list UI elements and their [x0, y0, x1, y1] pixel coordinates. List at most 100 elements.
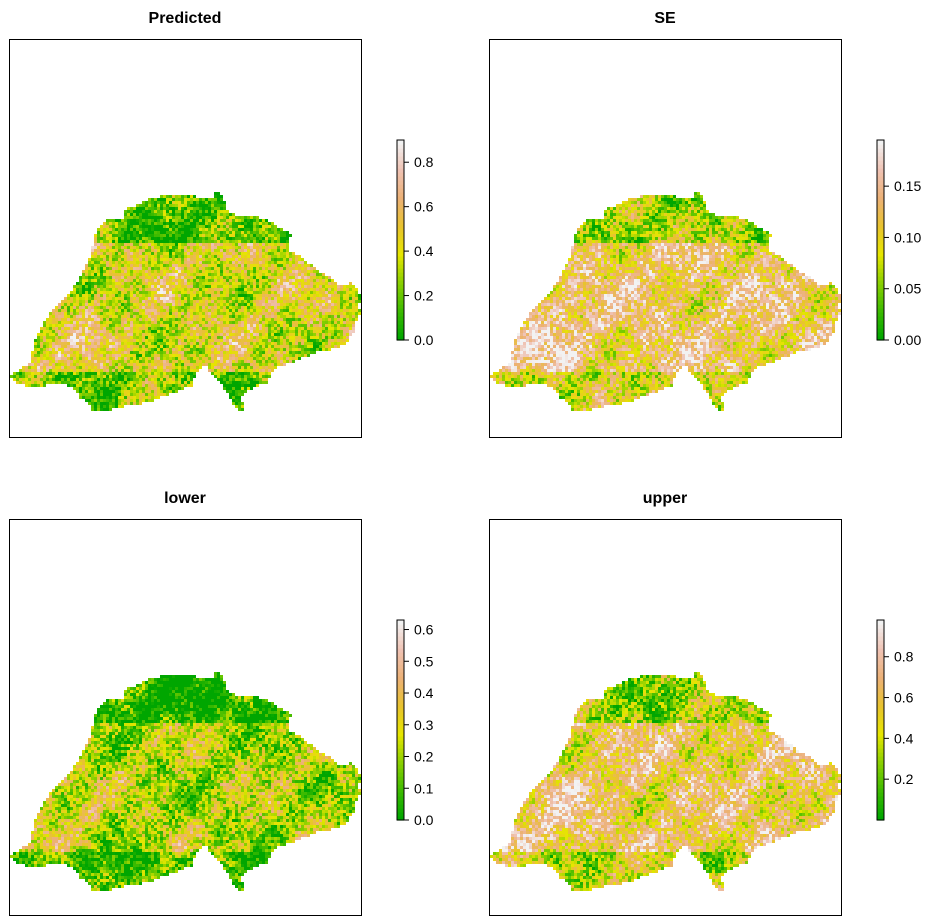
legend-color-step	[397, 716, 404, 721]
legend-color-step	[397, 176, 404, 181]
legend-se: 0.00 0.05 0.10 0.15	[876, 139, 936, 350]
legend-color-step	[397, 668, 404, 673]
legend-color-step	[877, 696, 884, 701]
legend-color-step	[877, 280, 884, 285]
panel-title-se: SE	[605, 10, 725, 28]
legend-color-step	[397, 652, 404, 657]
legend-color-step	[397, 192, 404, 197]
legend-color-step	[877, 732, 884, 737]
legend-tick-label: 0.2	[414, 288, 434, 304]
legend-color-step	[877, 688, 884, 693]
legend-color-step	[397, 764, 404, 769]
legend-color-step	[877, 632, 884, 637]
legend-color-step	[397, 732, 404, 737]
switzerland-map-se	[490, 192, 841, 411]
legend-color-step	[397, 268, 404, 273]
legend-color-step	[877, 764, 884, 769]
legend-color-step	[397, 300, 404, 305]
legend-color-step	[877, 276, 884, 281]
legend-color-step	[877, 728, 884, 733]
legend-color-step	[877, 312, 884, 317]
legend-color-step	[397, 148, 404, 153]
legend-color-step	[877, 208, 884, 213]
legend-color-step	[877, 708, 884, 713]
legend-color-step	[397, 172, 404, 177]
legend-color-step	[397, 280, 404, 285]
legend-color-step	[397, 736, 404, 741]
legend-color-step	[877, 308, 884, 313]
legend-color-step	[397, 792, 404, 797]
legend-color-step	[397, 232, 404, 237]
legend-color-step	[397, 688, 404, 693]
legend-tick-label: 0.8	[414, 154, 434, 170]
legend-color-step	[877, 804, 884, 809]
legend-color-step	[877, 720, 884, 725]
legend-color-step	[397, 692, 404, 697]
legend-color-step	[877, 304, 884, 309]
legend-color-step	[397, 296, 404, 301]
legend-color-step	[397, 160, 404, 165]
legend-color-step	[397, 252, 404, 257]
legend-color-step	[397, 676, 404, 681]
legend-upper: 0.2 0.4 0.6 0.8	[876, 619, 927, 830]
legend-color-step	[397, 728, 404, 733]
legend-color-step	[877, 168, 884, 173]
legend-color-step	[397, 624, 404, 629]
legend-color-step	[397, 816, 404, 821]
legend-tick-label: 0.4	[414, 685, 434, 701]
legend-color-step	[877, 676, 884, 681]
legend-color-step	[877, 704, 884, 709]
legend-color-step	[397, 664, 404, 669]
legend-color-step	[397, 260, 404, 265]
map-frame-lower	[9, 519, 362, 916]
legend-tick-label: 0.05	[894, 281, 921, 297]
legend-color-step	[877, 620, 884, 625]
legend-color-step	[397, 236, 404, 241]
legend-color-step	[397, 756, 404, 761]
legend-color-step	[397, 272, 404, 277]
legend-color-step	[397, 672, 404, 677]
legend-color-step	[397, 712, 404, 717]
panel-title-lower: lower	[125, 490, 245, 508]
legend-color-step	[877, 324, 884, 329]
legend-color-step	[877, 164, 884, 169]
legend-color-step	[877, 188, 884, 193]
legend-color-step	[877, 260, 884, 265]
legend-color-step	[397, 140, 404, 145]
legend-color-step	[877, 256, 884, 261]
legend-color-step	[877, 700, 884, 705]
legend-color-step	[877, 684, 884, 689]
legend-color-step	[397, 228, 404, 233]
legend-color-step	[397, 636, 404, 641]
legend-color-step	[877, 672, 884, 677]
map-frame-se	[489, 39, 842, 438]
legend-color-step	[397, 312, 404, 317]
legend-color-step	[397, 248, 404, 253]
switzerland-map-upper	[490, 672, 841, 891]
legend-color-step	[397, 244, 404, 249]
legend-color-step	[397, 644, 404, 649]
legend-color-step	[397, 316, 404, 321]
legend-color-step	[877, 332, 884, 337]
legend-tick-label: 0.4	[414, 243, 434, 259]
legend-color-step	[877, 192, 884, 197]
legend-tick-label: 0.15	[894, 178, 921, 194]
legend-color-step	[877, 656, 884, 661]
panel-title-predicted: Predicted	[125, 10, 245, 28]
legend-color-step	[877, 668, 884, 673]
legend-border	[876, 139, 885, 341]
legend-color-step	[877, 316, 884, 321]
legend-color-step	[877, 244, 884, 249]
legend-color-step	[397, 648, 404, 653]
legend-color-step	[397, 628, 404, 633]
legend-color-step	[877, 320, 884, 325]
switzerland-map-predicted	[10, 192, 361, 411]
legend-color-step	[397, 264, 404, 269]
legend-tick-label: 0.2	[894, 771, 914, 787]
legend-color-step	[877, 652, 884, 657]
legend-color-step	[877, 792, 884, 797]
legend-color-step	[397, 788, 404, 793]
legend-color-step	[397, 780, 404, 785]
legend-tick-label: 0.6	[414, 622, 434, 638]
legend-color-step	[877, 628, 884, 633]
